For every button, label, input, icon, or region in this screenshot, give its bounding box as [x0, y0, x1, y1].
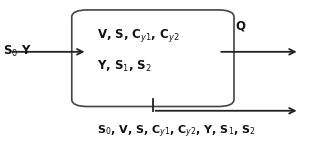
Text: Q: Q [236, 19, 246, 32]
Text: S$_0$, V, S, C$_{y1}$, C$_{y2}$, Y, S$_1$, S$_2$: S$_0$, V, S, C$_{y1}$, C$_{y2}$, Y, S$_1… [97, 124, 256, 140]
Text: V, S, C$_{y1}$, C$_{y2}$: V, S, C$_{y1}$, C$_{y2}$ [97, 27, 179, 44]
FancyBboxPatch shape [72, 10, 234, 106]
Text: S$_0$ Y: S$_0$ Y [3, 44, 32, 59]
Text: Y, S$_1$, S$_2$: Y, S$_1$, S$_2$ [97, 59, 152, 74]
